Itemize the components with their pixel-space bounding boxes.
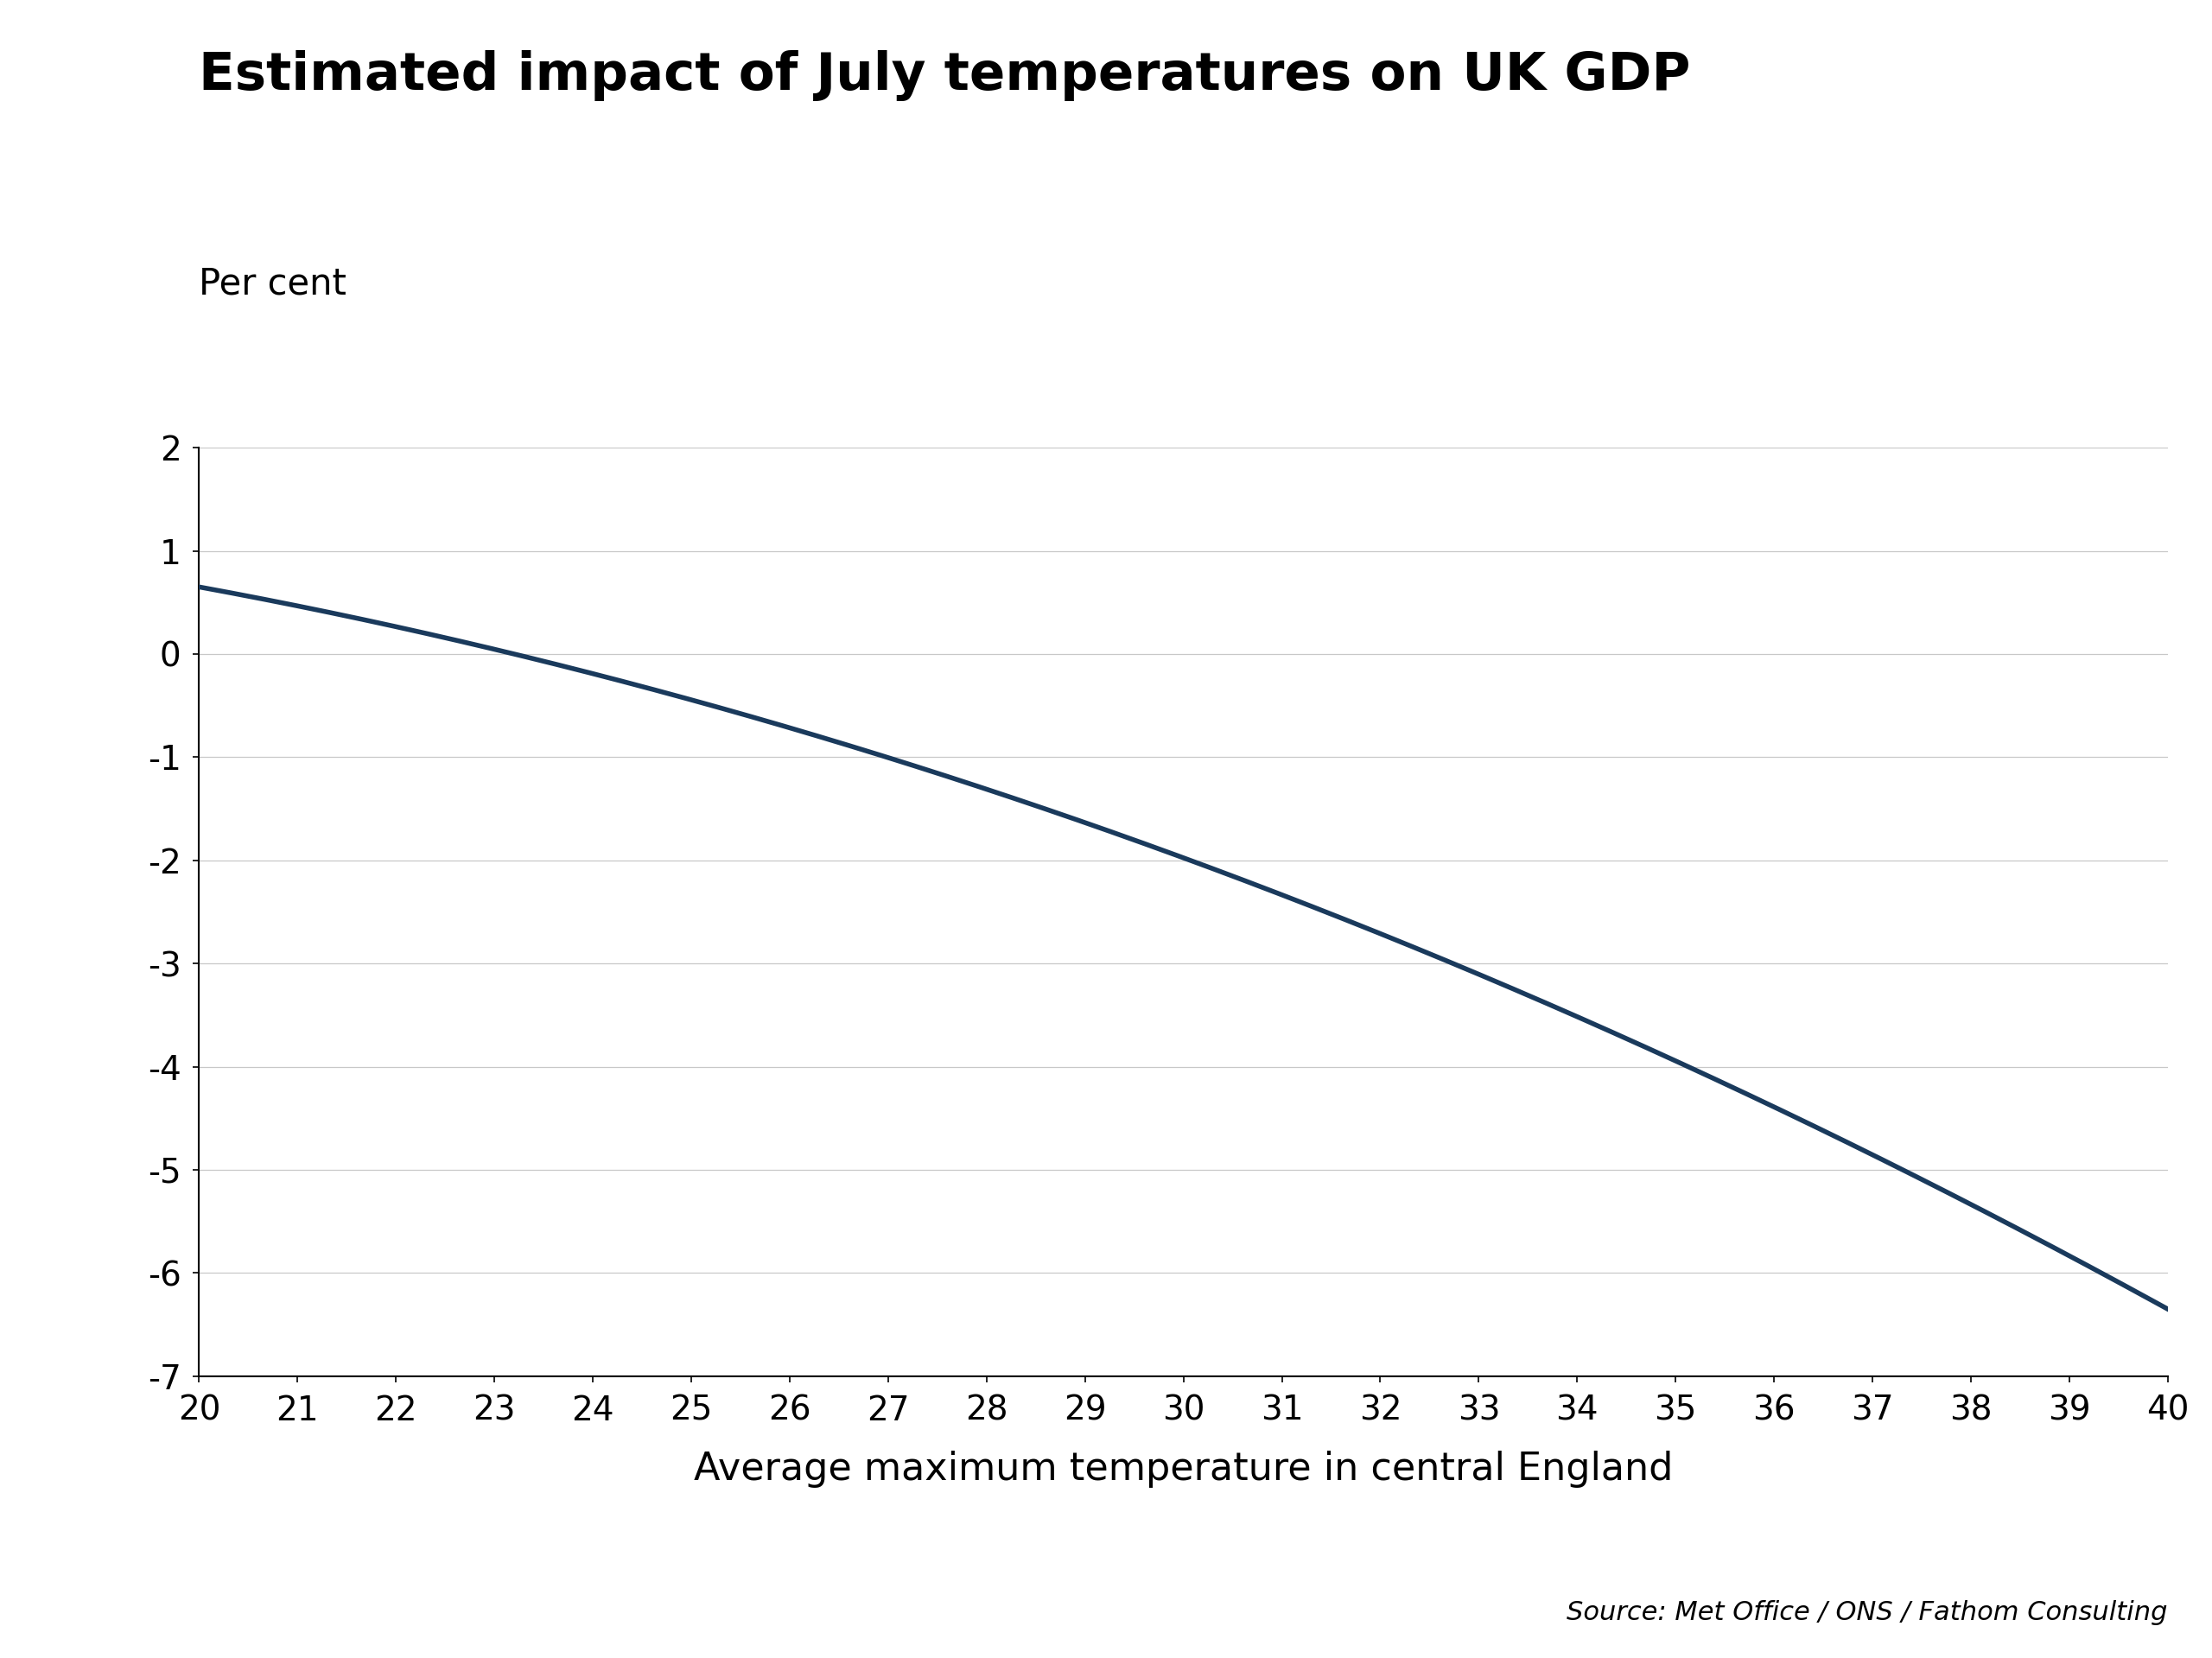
Text: Per cent: Per cent (199, 265, 347, 302)
Text: Source: Met Office / ONS / Fathom Consulting: Source: Met Office / ONS / Fathom Consul… (1566, 1600, 2168, 1625)
Text: Estimated impact of July temperatures on UK GDP: Estimated impact of July temperatures on… (199, 50, 1690, 101)
X-axis label: Average maximum temperature in central England: Average maximum temperature in central E… (695, 1451, 1672, 1489)
